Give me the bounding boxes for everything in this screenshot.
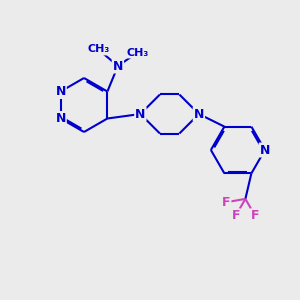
Text: CH₃: CH₃ [126, 47, 148, 58]
Text: N: N [135, 107, 146, 121]
Text: N: N [113, 59, 123, 73]
Text: F: F [231, 209, 240, 222]
Text: N: N [56, 112, 66, 125]
Text: F: F [251, 209, 260, 222]
Text: N: N [194, 107, 204, 121]
Text: N: N [56, 85, 66, 98]
Text: CH₃: CH₃ [87, 44, 110, 55]
Text: F: F [222, 196, 230, 209]
Text: N: N [260, 143, 270, 157]
